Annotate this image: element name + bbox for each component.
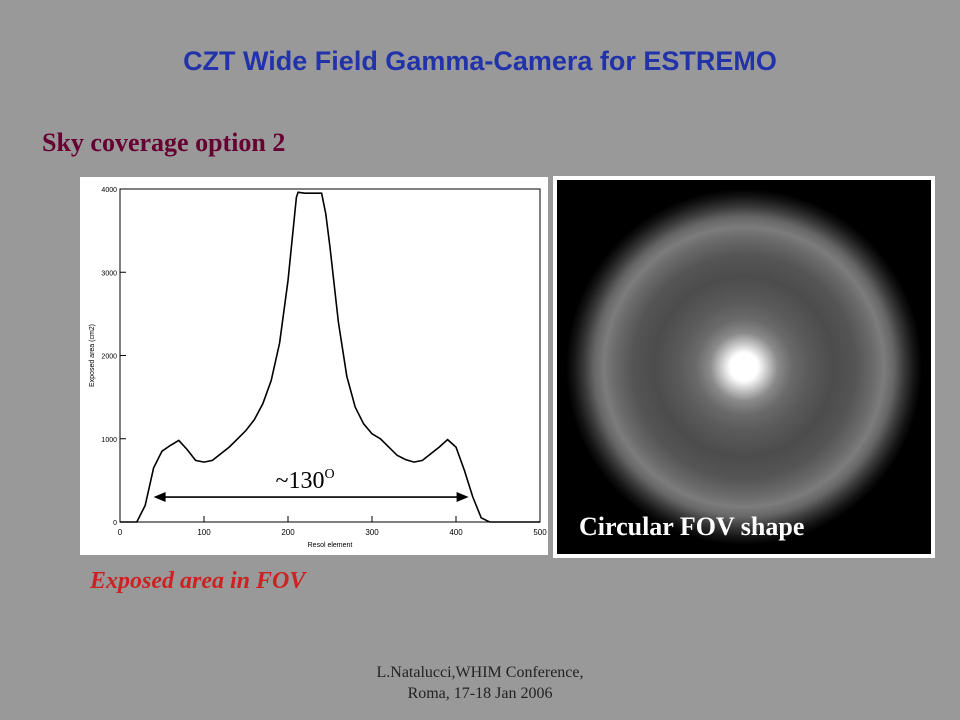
- y-tick-label: 1000: [101, 437, 117, 444]
- x-tick-label: 400: [449, 528, 463, 537]
- footer: L.Natalucci,WHIM Conference, Roma, 17-18…: [0, 662, 960, 704]
- x-tick-label: 100: [197, 528, 211, 537]
- x-tick-label: 0: [118, 528, 123, 537]
- chart-caption: Exposed area in FOV: [90, 568, 306, 594]
- arrow-head-left: [153, 492, 166, 503]
- arrow-head-right: [456, 492, 469, 503]
- x-tick-label: 500: [533, 528, 547, 537]
- span-annotation: ~130O: [276, 467, 335, 494]
- footer-line-2: Roma, 17-18 Jan 2006: [407, 685, 553, 702]
- y-tick-label: 4000: [101, 187, 117, 194]
- x-axis-label: Resol element: [308, 542, 353, 549]
- fov-panel: Circular FOV shape: [553, 176, 935, 558]
- fov-image: [557, 180, 931, 554]
- slide-subtitle: Sky coverage option 2: [42, 128, 286, 157]
- y-tick-label: 0: [113, 520, 117, 527]
- slide-title: CZT Wide Field Gamma-Camera for ESTREMO: [183, 46, 777, 76]
- y-tick-label: 3000: [101, 270, 117, 277]
- y-tick-label: 2000: [101, 354, 117, 361]
- fov-label: Circular FOV shape: [579, 512, 805, 541]
- x-tick-label: 200: [281, 528, 295, 537]
- series-line: [120, 191, 540, 523]
- footer-line-1: L.Natalucci,WHIM Conference,: [376, 664, 584, 681]
- x-tick-label: 300: [365, 528, 379, 537]
- y-axis-label: Exposed area (cm2): [89, 324, 96, 387]
- chart-panel: [80, 177, 548, 555]
